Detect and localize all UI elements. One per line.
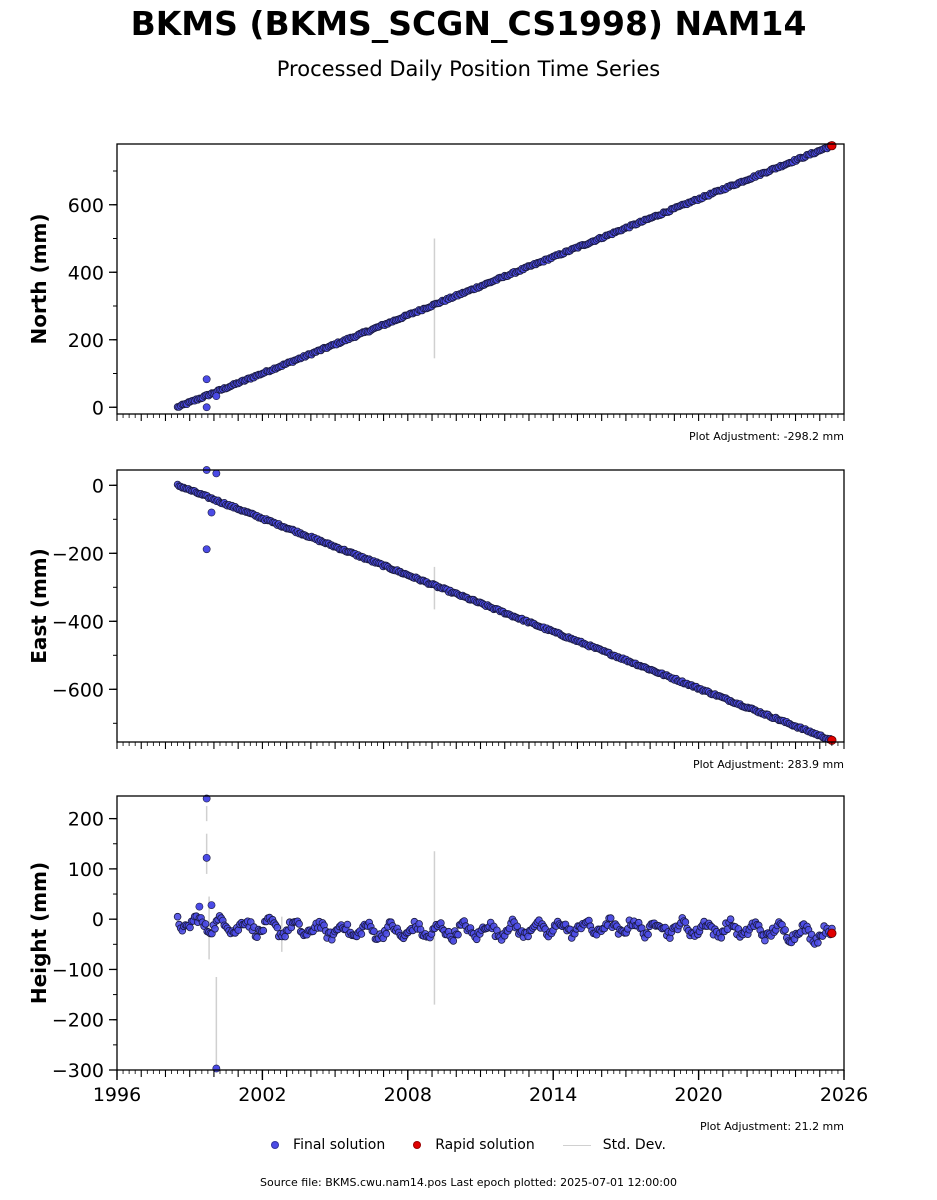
panel-0: 0 200 400 600 North (mm) Plot Adjustment: -29… xyxy=(27,141,845,443)
legend-final: Final solution xyxy=(271,1137,385,1153)
final-marker-icon xyxy=(271,1141,280,1149)
y-axis-label: Height (mm) xyxy=(27,862,51,1004)
y-tick-label: −200 xyxy=(52,1010,104,1032)
final-point xyxy=(681,918,690,926)
outlier-point xyxy=(202,375,211,384)
x-tick-label: 2008 xyxy=(384,1084,432,1106)
outlier-point xyxy=(202,545,211,554)
outlier-point xyxy=(202,853,211,862)
rapid-point xyxy=(827,141,837,151)
final-point xyxy=(726,915,735,923)
final-point xyxy=(357,930,366,938)
y-tick-label: 100 xyxy=(68,859,104,881)
source-footer: Source file: BKMS.cwu.nam14.pos Last epo… xyxy=(260,1176,677,1189)
legend: Final solution Rapid solution Std. Dev. xyxy=(0,1137,937,1153)
x-tick-label: 1996 xyxy=(93,1084,141,1106)
stddev-line-icon xyxy=(562,1144,591,1146)
legend-stddev: Std. Dev. xyxy=(562,1137,666,1153)
chart-title: BKMS (BKMS_SCGN_CS1998) NAM14 xyxy=(130,4,807,43)
y-axis-label: East (mm) xyxy=(27,548,51,664)
x-tick-label: 2026 xyxy=(820,1084,868,1106)
final-point xyxy=(273,923,282,932)
final-point xyxy=(343,920,352,929)
rapid-marker-icon xyxy=(413,1141,422,1149)
final-point xyxy=(370,927,378,936)
final-point xyxy=(717,933,726,942)
final-point xyxy=(211,924,219,933)
plot-adjustment-note: Plot Adjustment: 21.2 mm xyxy=(700,1120,844,1133)
y-tick-label: 200 xyxy=(68,330,104,352)
legend-stddev-label: Std. Dev. xyxy=(602,1137,666,1153)
x-tick-label: 2002 xyxy=(238,1084,286,1106)
y-tick-label: 0 xyxy=(92,397,104,419)
y-tick-label: 0 xyxy=(92,475,104,497)
final-point xyxy=(644,930,652,939)
y-tick-label: 600 xyxy=(68,195,104,217)
x-tick-label: 2020 xyxy=(674,1084,722,1106)
final-point xyxy=(449,937,458,945)
y-tick-label: 0 xyxy=(92,909,104,931)
outlier-point xyxy=(202,794,211,803)
legend-final-label: Final solution xyxy=(293,1137,386,1153)
outlier-point xyxy=(212,469,221,478)
y-tick-label: 400 xyxy=(68,262,104,284)
final-point xyxy=(606,914,615,922)
outlier-point xyxy=(207,901,216,909)
final-point xyxy=(173,912,182,921)
plot-adjustment-note: Plot Adjustment: 283.9 mm xyxy=(693,758,844,771)
y-tick-label: −600 xyxy=(52,679,104,701)
final-point xyxy=(454,930,462,939)
plot-adjustment-note: Plot Adjustment: -298.2 mm xyxy=(689,430,844,443)
y-tick-label: −300 xyxy=(52,1060,104,1082)
final-point xyxy=(814,938,822,947)
outlier-point xyxy=(202,403,211,412)
rapid-point xyxy=(827,928,837,938)
final-point xyxy=(259,926,268,935)
y-tick-label: −200 xyxy=(52,543,104,565)
y-tick-label: −400 xyxy=(52,611,104,633)
y-tick-label: 200 xyxy=(68,809,104,831)
outlier-point xyxy=(212,392,221,401)
legend-rapid: Rapid solution xyxy=(413,1137,535,1153)
legend-rapid-label: Rapid solution xyxy=(435,1137,535,1153)
final-point xyxy=(781,926,789,934)
final-point xyxy=(186,923,194,932)
chart-subtitle: Processed Daily Position Time Series xyxy=(276,57,661,81)
x-tick-label: 2014 xyxy=(529,1084,577,1106)
final-point xyxy=(382,929,391,938)
final-point xyxy=(513,922,521,931)
outlier-point xyxy=(207,508,216,517)
final-point xyxy=(201,920,210,928)
final-point xyxy=(253,933,261,941)
y-axis-label: North (mm) xyxy=(27,213,51,344)
final-point xyxy=(295,920,303,928)
outlier-point xyxy=(195,902,204,911)
y-tick-label: −100 xyxy=(52,959,104,981)
final-point xyxy=(761,936,769,945)
